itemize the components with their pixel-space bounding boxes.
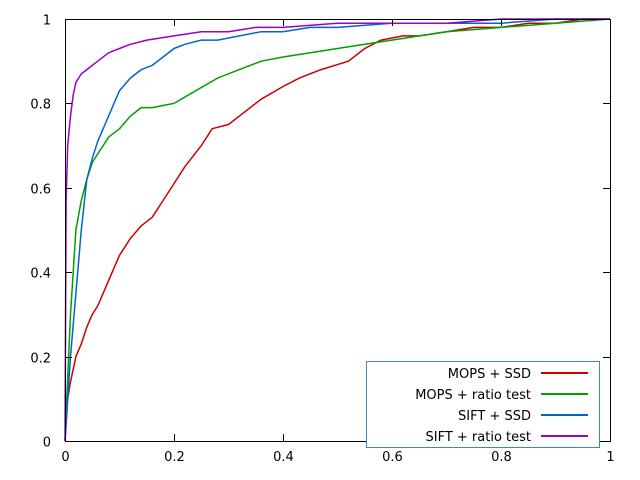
x-tick-label: 0.2: [164, 450, 185, 465]
legend-label-1: MOPS + SSD: [448, 367, 531, 382]
series-line-3: [64, 18, 610, 442]
x-tick-label: 0.8: [491, 450, 512, 465]
y-tick-label: 0.8: [30, 98, 51, 113]
x-tick-label: 0.4: [273, 450, 294, 465]
y-tick-label: 0.2: [30, 352, 51, 367]
legend: MOPS + SSD MOPS + ratio test SIFT + SSD SIF…: [366, 361, 600, 448]
curves-layer: [64, 18, 611, 442]
legend-label-4: SIFT + ratio test: [425, 430, 531, 445]
y-tick-label: 0: [43, 436, 51, 451]
ticks-layer: 0 0.2 0.4 0.6 0.8 1 0 0.2 0.4 0.6 0.8 1: [30, 14, 614, 466]
x-tick-label: 0.6: [382, 450, 403, 465]
legend-label-3: SIFT + SSD: [458, 409, 531, 424]
series-line-4: [64, 18, 610, 442]
x-tick-label: 0: [61, 450, 69, 465]
y-tick-label: 1: [43, 14, 51, 29]
x-tick-label: 1: [606, 450, 614, 465]
legend-label-2: MOPS + ratio test: [415, 388, 531, 403]
y-tick-label: 0.4: [30, 267, 51, 282]
plot-frame: [65, 19, 611, 442]
legend-box: [366, 361, 600, 448]
y-tick-label: 0.6: [30, 183, 51, 198]
series-line-2: [64, 18, 611, 442]
